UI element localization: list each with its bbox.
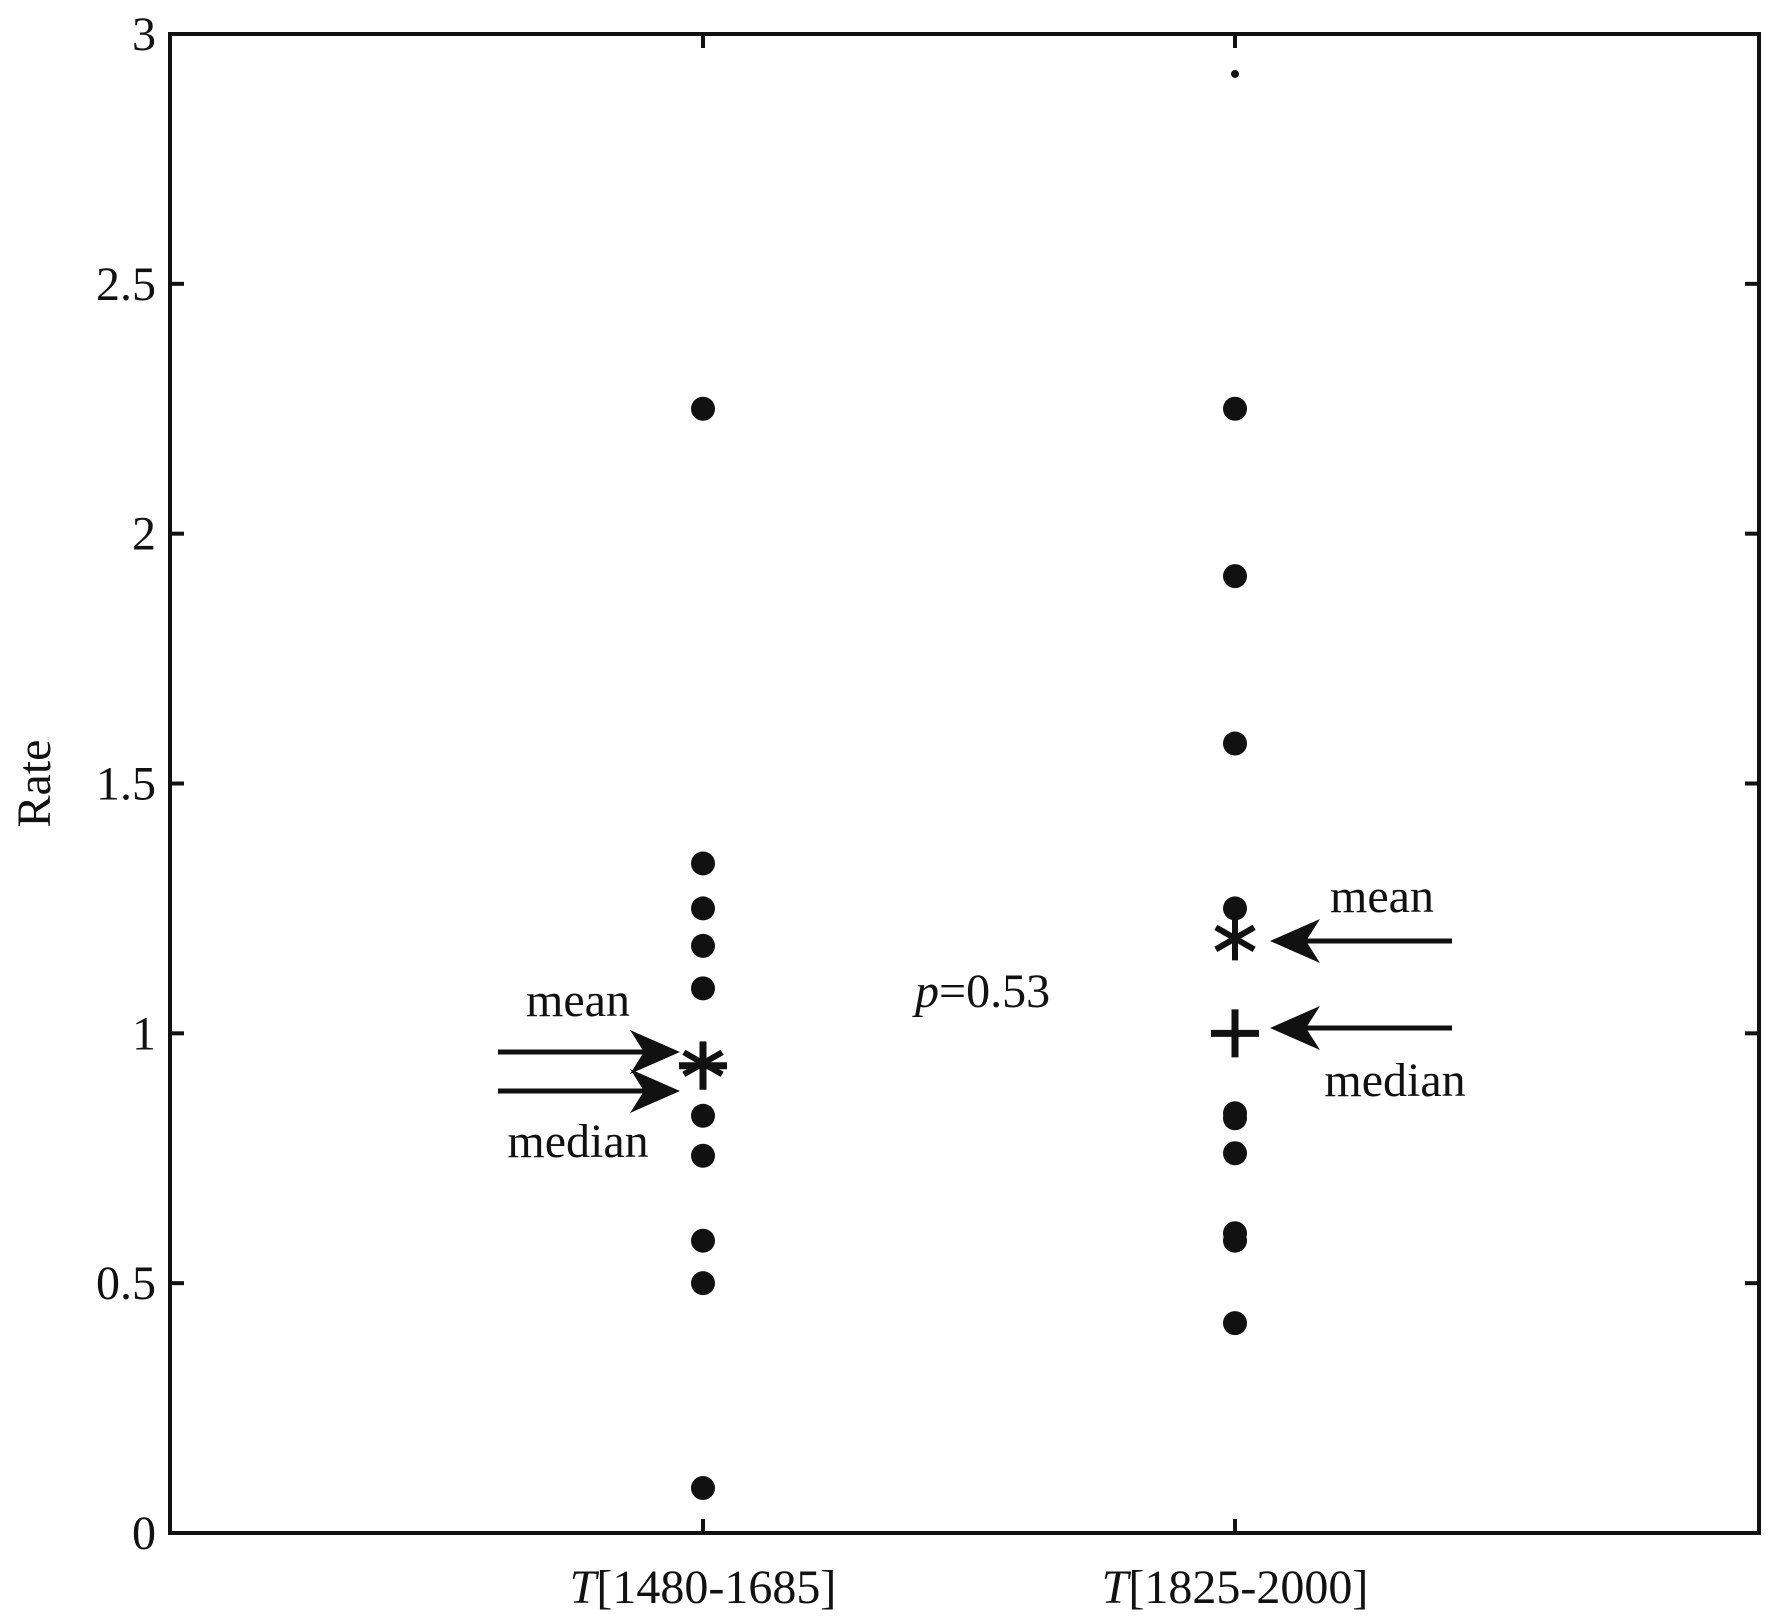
p-value-label: p=0.53 (912, 965, 1050, 1018)
data-point (691, 976, 715, 1001)
y-tick-label: 1 (132, 1007, 156, 1060)
median-marker (679, 1041, 727, 1090)
data-point (1223, 731, 1247, 756)
y-tick-label: 1.5 (96, 758, 156, 811)
data-marks (679, 69, 1259, 1501)
axes: 0 0.5 1 1.5 2 2.5 3 Rate T[1480-1685] T[1825-2000… (8, 8, 1761, 1614)
y-tick-label: 0 (132, 1507, 156, 1560)
data-point (691, 1103, 715, 1128)
plot-frame (168, 32, 1761, 1535)
data-point (1223, 896, 1247, 921)
data-point (1223, 564, 1247, 589)
x-tick-label: T[1480-1685] (570, 1561, 837, 1614)
data-point (1231, 69, 1239, 78)
x-tick-label: T[1825-2000] (1102, 1561, 1369, 1614)
data-point (1223, 1106, 1247, 1131)
data-point (1223, 396, 1247, 421)
median-arrow-left (498, 1069, 680, 1113)
data-point (691, 896, 715, 921)
y-axis-title: Rate (8, 740, 61, 828)
median-label-right: median (1324, 1054, 1465, 1107)
data-point (1223, 1228, 1247, 1253)
arrow-head (1270, 919, 1320, 963)
asterisk-stroke (1214, 924, 1256, 952)
mean-label-right: mean (1330, 870, 1434, 923)
data-point (1223, 1311, 1247, 1336)
annotations: mean median mean median p=0.53 (498, 870, 1466, 1168)
y-tick-label: 3 (132, 8, 156, 61)
mean-label-left: mean (526, 974, 630, 1027)
data-point (691, 1476, 715, 1501)
data-point (691, 1271, 715, 1296)
mean-arrow-left (498, 1030, 680, 1074)
mean-marker (1214, 916, 1256, 961)
mean-arrow-right (1270, 919, 1452, 963)
data-point (691, 933, 715, 958)
y-tick-label: 2.5 (96, 258, 156, 311)
data-point (691, 851, 715, 876)
y-tick-label: 0.5 (96, 1257, 156, 1310)
median-marker (1211, 1009, 1259, 1058)
arrow-head (630, 1069, 680, 1113)
data-point (691, 1143, 715, 1168)
y-tick-label: 2 (132, 508, 156, 561)
arrow-head (630, 1030, 680, 1074)
median-label-left: median (507, 1115, 648, 1168)
arrow-head (1270, 1006, 1320, 1050)
data-point (691, 396, 715, 421)
data-point (691, 1228, 715, 1253)
data-point (1223, 1141, 1247, 1166)
median-arrow-right (1270, 1006, 1452, 1050)
